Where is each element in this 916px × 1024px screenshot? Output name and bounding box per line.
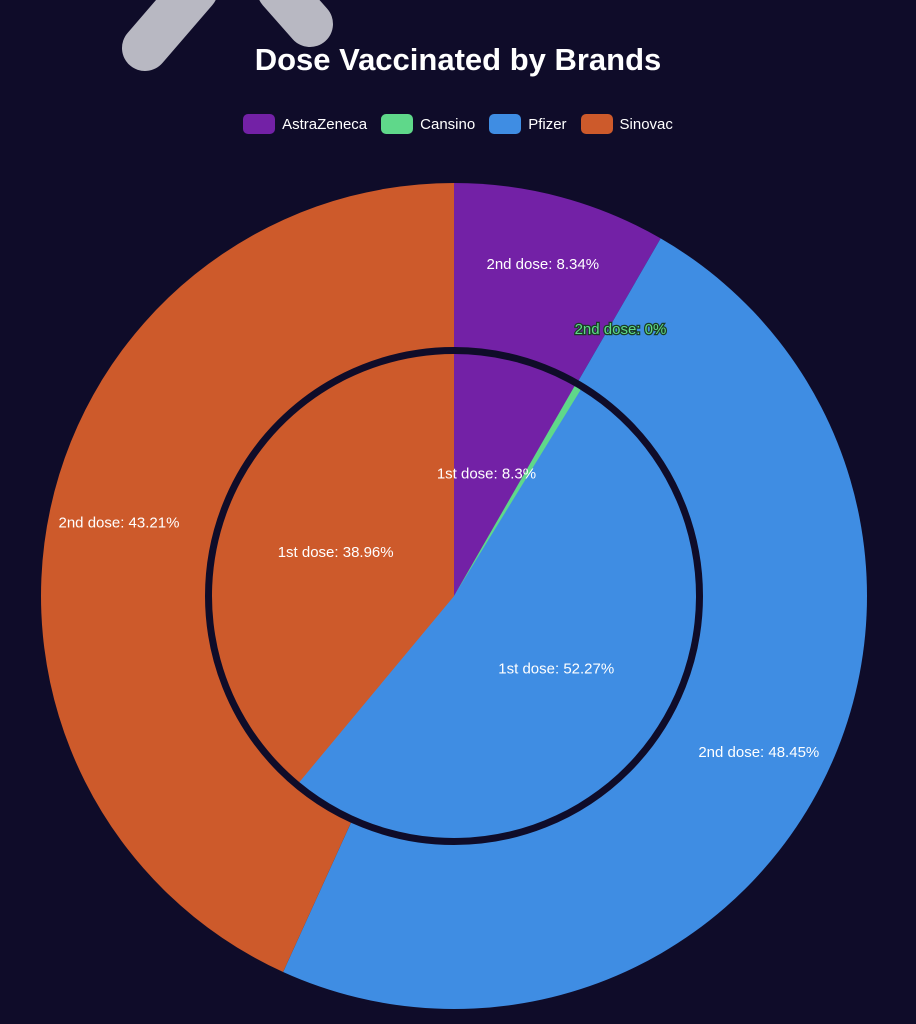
- mascot-shape: [122, 0, 333, 71]
- inner-slice-sinovac[interactable]: [212, 354, 454, 783]
- legend-item-pfizer[interactable]: Pfizer: [489, 114, 567, 134]
- legend-label-astrazeneca: AstraZeneca: [282, 115, 368, 133]
- mascot-left-leg: [122, 0, 216, 71]
- inner-slice-astrazeneca[interactable]: [454, 354, 575, 596]
- chart-title: Dose Vaccinated by Brands: [254, 42, 662, 77]
- mascot-right-leg: [259, 0, 333, 47]
- legend-swatch-pfizer: [489, 114, 522, 134]
- legend-swatch-cansino: [381, 114, 414, 134]
- legend-label-sinovac: Sinovac: [619, 115, 673, 133]
- inner-label-sinovac: 1st dose: 38.96%: [278, 544, 394, 561]
- legend-item-astrazeneca[interactable]: AstraZeneca: [243, 114, 367, 134]
- outer-label-cansino: 2nd dose: 0%: [575, 321, 667, 338]
- slice-labels: 2nd dose: 8.34% 2nd dose: 0% 2nd dose: 48.…: [59, 256, 820, 761]
- legend-label-pfizer: Pfizer: [528, 115, 567, 133]
- outer-label-pfizer: 2nd dose: 48.45%: [698, 744, 819, 761]
- inner-label-pfizer: 1st dose: 52.27%: [498, 660, 614, 677]
- inner-slice-pfizer[interactable]: [299, 389, 696, 838]
- inner-slice-cansino[interactable]: [454, 386, 581, 596]
- legend-swatch-sinovac: [580, 114, 613, 134]
- legend-swatch-astrazeneca: [243, 114, 276, 134]
- legend-item-sinovac[interactable]: Sinovac: [580, 114, 673, 134]
- legend: AstraZeneca Cansino Pfizer Sinovac: [0, 114, 916, 134]
- mascot-logo: [122, 0, 333, 71]
- outer-label-sinovac: 2nd dose: 43.21%: [59, 514, 180, 531]
- legend-item-cansino[interactable]: Cansino: [381, 114, 475, 134]
- inner-ring-1st-dose: [205, 347, 703, 845]
- inner-label-astrazeneca: 1st dose: 8.3%: [437, 465, 536, 482]
- legend-label-cansino: Cansino: [420, 115, 476, 133]
- outer-label-astrazeneca: 2nd dose: 8.34%: [486, 256, 599, 273]
- inner-ring-border: [205, 347, 703, 845]
